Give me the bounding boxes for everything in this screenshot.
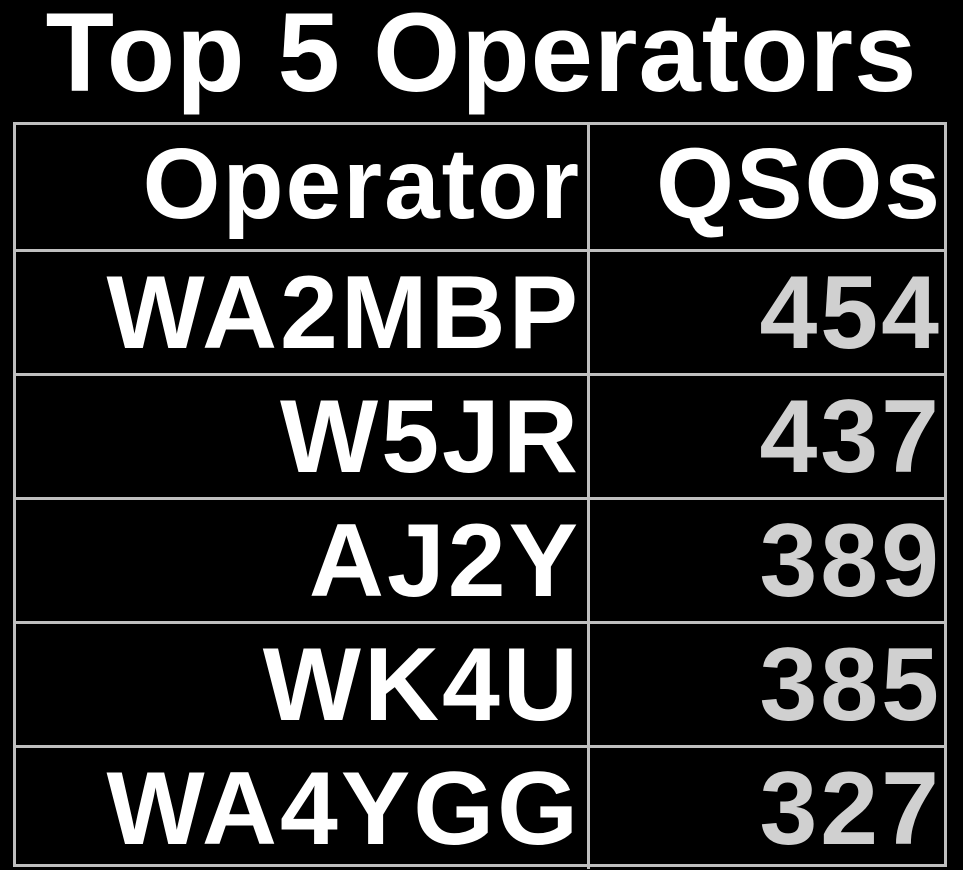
page-title: Top 5 Operators	[45, 0, 918, 115]
qsos-cell: 389	[759, 503, 942, 619]
table-header-row: Operator QSOs	[16, 125, 944, 249]
operators-table: Operator QSOs WA2MBP 454 W5JR 437 AJ2Y 3…	[13, 122, 947, 869]
operator-cell: AJ2Y	[16, 500, 590, 621]
qsos-cell: 454	[759, 255, 942, 371]
column-header-operator: Operator	[16, 125, 590, 249]
table-row: W5JR 437	[16, 373, 944, 497]
operator-cell: W5JR	[16, 376, 590, 497]
operator-cell: WK4U	[16, 624, 590, 745]
qsos-cell: 327	[759, 751, 942, 867]
table-row: WK4U 385	[16, 621, 944, 745]
operator-cell: WA4YGG	[16, 748, 590, 869]
table-row: AJ2Y 389	[16, 497, 944, 621]
operator-cell: WA2MBP	[16, 252, 590, 373]
column-header-qsos: QSOs	[656, 128, 942, 240]
table-row: WA2MBP 454	[16, 249, 944, 373]
table-row: WA4YGG 327	[16, 745, 944, 869]
qsos-cell: 437	[759, 379, 942, 495]
qsos-cell: 385	[759, 627, 942, 743]
